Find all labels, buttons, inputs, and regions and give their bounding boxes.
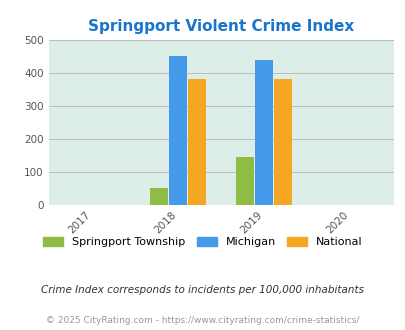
Bar [150, 188, 168, 205]
Bar [274, 79, 292, 205]
Title: Springport Violent Crime Index: Springport Violent Crime Index [88, 19, 354, 34]
Bar [255, 60, 273, 205]
Bar [169, 56, 187, 205]
Text: © 2025 CityRating.com - https://www.cityrating.com/crime-statistics/: © 2025 CityRating.com - https://www.city… [46, 315, 359, 325]
Bar [236, 157, 254, 205]
Legend: Springport Township, Michigan, National: Springport Township, Michigan, National [39, 233, 366, 252]
Bar [188, 79, 206, 205]
Text: Crime Index corresponds to incidents per 100,000 inhabitants: Crime Index corresponds to incidents per… [41, 285, 364, 295]
